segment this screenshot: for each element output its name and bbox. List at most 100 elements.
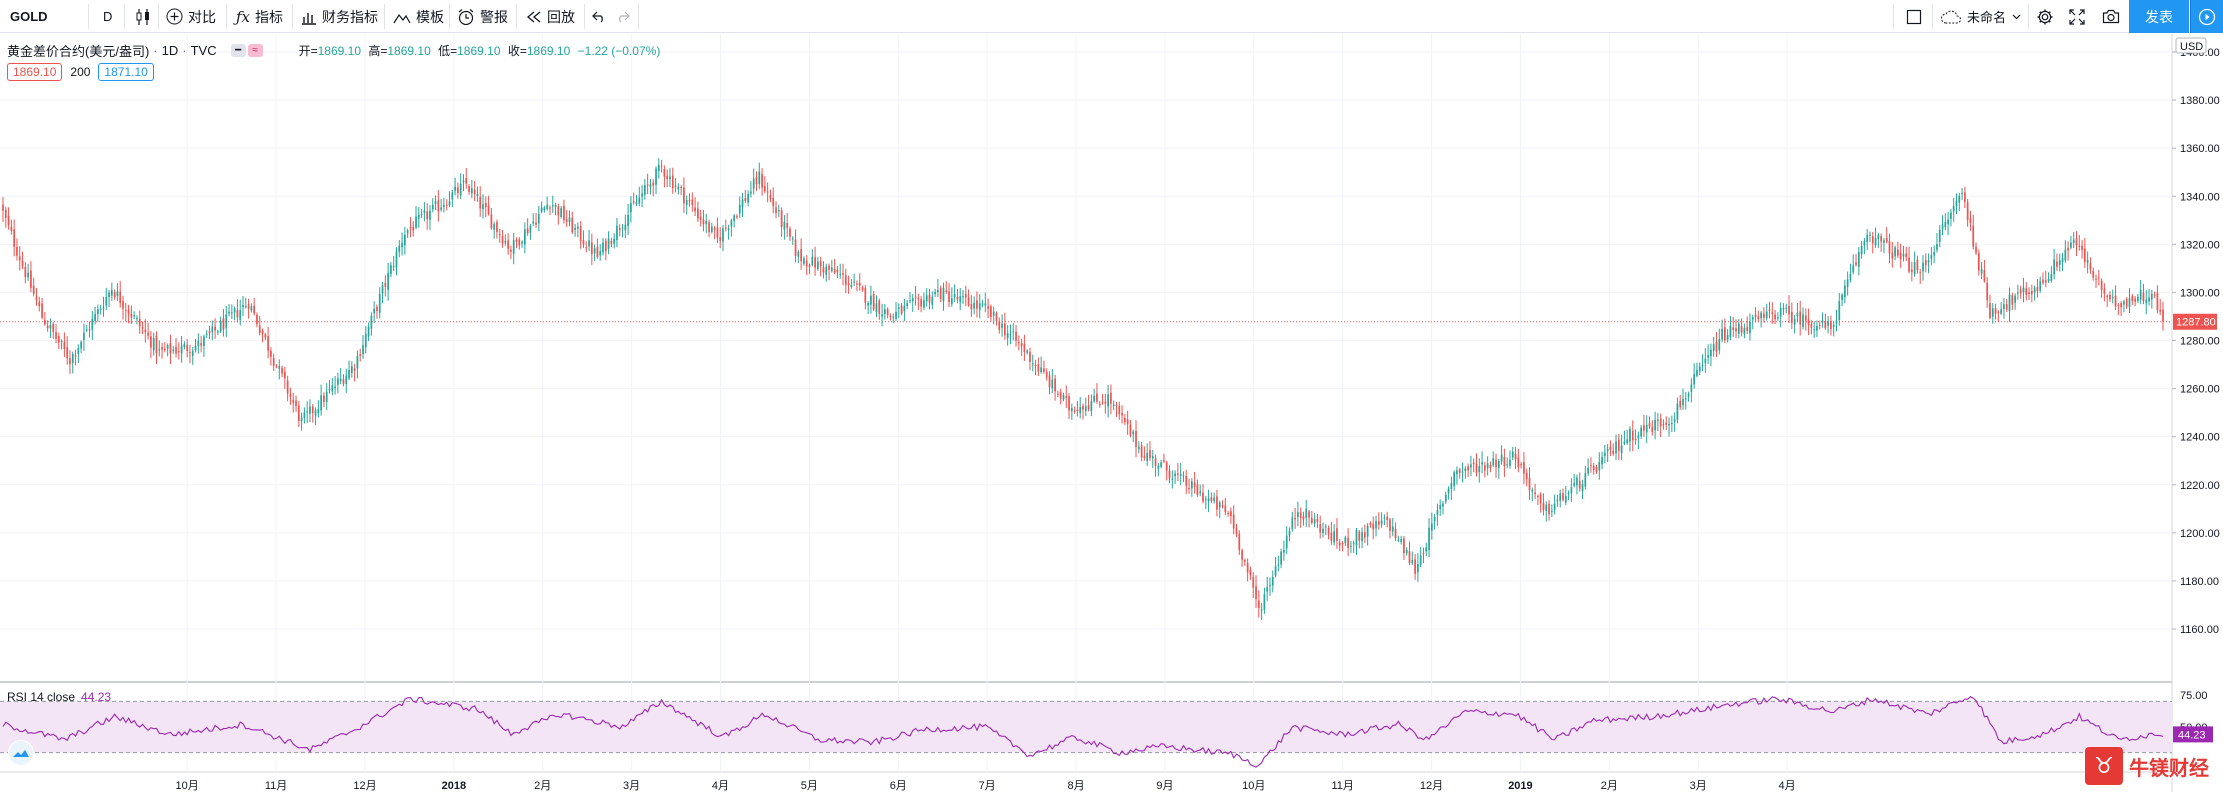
interval-button[interactable]: D: [103, 0, 112, 33]
candle: [925, 288, 928, 307]
candle: [314, 407, 317, 426]
camera-icon: [2102, 9, 2120, 24]
candle-body: [1082, 405, 1084, 410]
candle: [563, 199, 565, 224]
candle-body: [716, 227, 719, 238]
candle: [35, 288, 38, 306]
price-tick-label: 1220.00: [2180, 480, 2220, 492]
chart-style-button[interactable]: [135, 0, 151, 33]
candle-body: [660, 165, 663, 167]
undo-button[interactable]: [592, 0, 606, 33]
candle-body: [320, 395, 323, 411]
candle: [995, 311, 998, 326]
time-tick-label: 11月: [1331, 780, 1353, 792]
candle-body: [297, 405, 300, 422]
candle: [1517, 448, 1520, 473]
candle: [2153, 291, 2156, 299]
candle-body: [621, 227, 624, 229]
candle-body: [565, 219, 568, 222]
candle-body: [236, 310, 239, 318]
candle-body: [451, 192, 454, 200]
time-tick-label: 2018: [442, 780, 466, 792]
indicators-button[interactable]: ƒx 指标: [236, 0, 283, 33]
play-button[interactable]: [2190, 0, 2223, 33]
candle: [38, 296, 41, 312]
candle: [2025, 282, 2028, 301]
screenshot-button[interactable]: [2102, 0, 2120, 33]
candle-body: [551, 205, 554, 207]
candle-body: [1341, 542, 1344, 544]
compare-button[interactable]: 对比: [166, 0, 216, 33]
redo-button[interactable]: [616, 0, 630, 33]
candle-body: [1517, 457, 1520, 468]
hide-icon[interactable]: ━: [230, 44, 246, 57]
publish-button[interactable]: 发表: [2129, 0, 2189, 33]
candle: [130, 305, 133, 324]
fullscreen-layout-button[interactable]: [1906, 0, 1922, 33]
candle: [102, 296, 105, 317]
fullscreen-button[interactable]: [2069, 0, 2085, 33]
candle-body: [230, 312, 233, 314]
candle-body: [752, 178, 755, 189]
candle-body: [1813, 329, 1816, 331]
symbol-search-button[interactable]: GOLD: [10, 0, 48, 33]
legend-toggle[interactable]: ━ ≈: [230, 44, 263, 57]
candle: [337, 372, 339, 394]
candle: [2137, 293, 2139, 303]
settings-button[interactable]: [2036, 0, 2054, 33]
tradingview-logo[interactable]: [8, 740, 34, 766]
candle: [85, 325, 88, 333]
rsi-legend[interactable]: RSI 14 close 44.23: [7, 690, 111, 704]
candle-body: [1015, 331, 1017, 341]
layout-name-button[interactable]: 未命名: [1940, 0, 2021, 33]
candle: [71, 351, 74, 374]
candle: [1849, 263, 1852, 283]
redo-icon: [616, 11, 630, 23]
candle-body: [1486, 463, 1489, 468]
candle: [1338, 539, 1341, 551]
candle-body: [1037, 364, 1040, 372]
candle-body: [376, 306, 378, 311]
candle: [1428, 518, 1430, 557]
candle: [1241, 548, 1243, 567]
alert-button[interactable]: 警报: [457, 0, 508, 33]
bid-price[interactable]: 1869.10: [7, 63, 63, 81]
candle-body: [286, 380, 289, 394]
templates-button[interactable]: 模板: [393, 0, 444, 33]
candle-body: [1500, 454, 1503, 462]
candle-body: [1617, 439, 1620, 451]
candle: [967, 289, 970, 307]
series-legend[interactable]: 黄金差价合约(美元/盎司) · 1D · TVC ━ ≈ 开=1869.10 高…: [7, 43, 661, 59]
ask-price[interactable]: 1871.10: [98, 63, 154, 81]
candle: [727, 224, 730, 240]
chart-area[interactable]: 1160.001180.001200.001220.001240.001260.…: [0, 34, 2223, 796]
candle: [738, 196, 741, 218]
candle-body: [1796, 312, 1799, 317]
candle-body: [1322, 528, 1324, 534]
price-tick-label: 1160.00: [2180, 624, 2219, 636]
candle: [730, 218, 733, 237]
candle: [775, 201, 777, 219]
candle: [1832, 321, 1835, 337]
candle-body: [1093, 395, 1096, 402]
candle-body: [761, 173, 763, 188]
candle-body: [1704, 358, 1707, 364]
candle: [1411, 551, 1414, 565]
candle-body: [1051, 379, 1054, 389]
candle: [1104, 394, 1107, 414]
format-icon[interactable]: ≈: [247, 44, 263, 57]
candle-body: [403, 234, 406, 246]
candle-body: [970, 303, 973, 310]
candle-body: [501, 236, 504, 244]
candle-body: [1308, 511, 1310, 518]
candle: [1107, 385, 1109, 418]
candle-body: [1726, 334, 1729, 340]
financials-button[interactable]: 财务指标: [301, 0, 378, 33]
candle: [443, 197, 445, 213]
candle: [392, 256, 395, 271]
candle: [136, 315, 138, 325]
watermark-text: 牛镁财经: [2129, 757, 2209, 780]
candle: [710, 222, 713, 234]
replay-button[interactable]: 回放: [526, 0, 575, 33]
candle: [437, 190, 440, 222]
